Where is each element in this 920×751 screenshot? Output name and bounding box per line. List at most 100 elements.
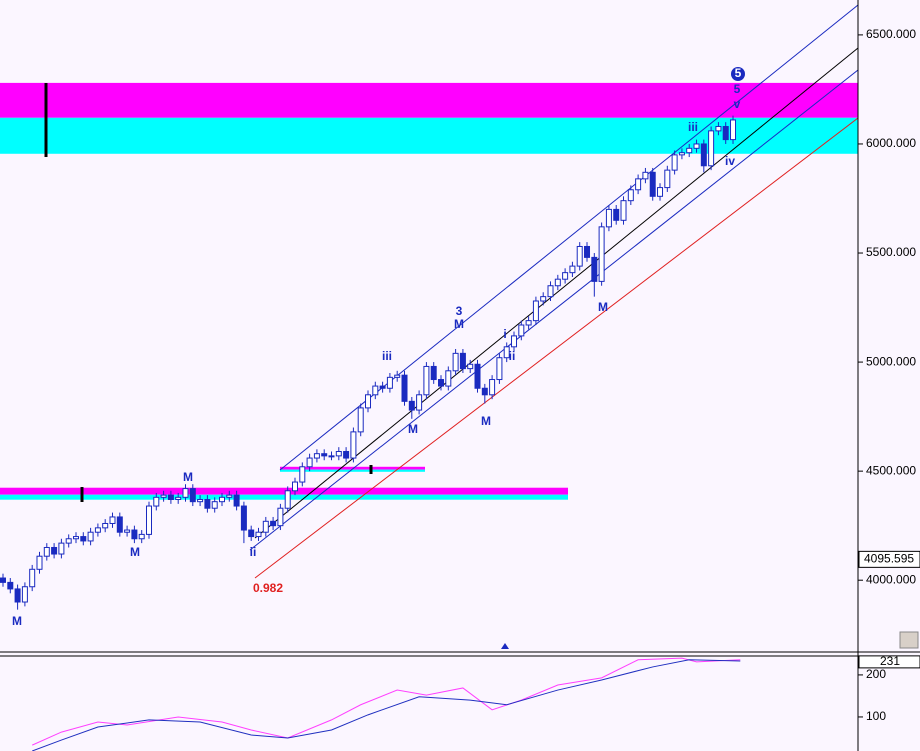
candle-body <box>678 152 685 156</box>
candle-body <box>131 529 138 540</box>
candle-body <box>58 542 65 555</box>
candle-body <box>496 357 503 381</box>
candle-body <box>306 457 313 468</box>
candle-body <box>167 494 174 500</box>
candle-body <box>102 522 109 529</box>
wave-label: M <box>12 614 22 628</box>
candle-body <box>416 394 423 411</box>
candle-body <box>649 171 656 197</box>
zone <box>280 466 425 470</box>
last-price: 4095.595 <box>864 552 914 566</box>
candle-body <box>657 187 664 197</box>
zone <box>0 487 568 495</box>
candle-body <box>189 488 196 503</box>
price-box <box>858 550 920 568</box>
wave-label: M <box>183 470 193 484</box>
candle-body <box>503 346 510 359</box>
candle-body <box>627 189 634 202</box>
candle-body <box>255 531 262 538</box>
candle-body <box>43 546 50 557</box>
y-tick-label: 100 <box>866 709 886 723</box>
scroll-marker <box>501 643 509 649</box>
candle-body <box>722 126 729 141</box>
wave-label: 5 <box>734 82 741 96</box>
candle-body <box>642 171 649 180</box>
candle-body <box>569 265 576 274</box>
candle-body <box>328 455 335 458</box>
trend-line <box>254 117 859 579</box>
candle-body <box>605 208 612 228</box>
candle-body <box>547 285 554 298</box>
candle-body <box>693 143 700 149</box>
candle-body <box>730 119 737 141</box>
candle-body <box>219 496 226 503</box>
wave-label: i <box>503 327 506 341</box>
candle-body <box>240 505 247 531</box>
candle-body <box>474 363 481 389</box>
candle-body <box>14 588 21 603</box>
indicator-line <box>32 659 741 751</box>
wave-label: M <box>130 545 140 559</box>
candle-body <box>386 376 393 389</box>
candle-body <box>525 320 532 326</box>
wave-label: 5 <box>735 66 742 80</box>
candle-body <box>292 481 299 492</box>
zone <box>0 82 858 118</box>
wave-label: ii <box>250 545 257 559</box>
candle-body <box>94 527 101 533</box>
candle-body <box>0 577 6 583</box>
candle-body <box>489 379 496 396</box>
candle-body <box>459 352 466 370</box>
candle-body <box>452 352 459 372</box>
candle-body <box>540 296 547 302</box>
candle-body <box>613 208 620 221</box>
y-tick-label: 4000.000 <box>866 572 916 586</box>
wave-label: M <box>481 414 491 428</box>
candle-body <box>365 394 372 409</box>
candle-body <box>671 154 678 171</box>
candle-body <box>138 533 145 540</box>
candle-body <box>708 130 715 167</box>
y-tick-label: 6500.000 <box>866 27 916 41</box>
candle-body <box>335 451 342 457</box>
wave-label: M <box>598 300 608 314</box>
candle-body <box>109 516 116 524</box>
wave-label: 3 <box>456 304 463 318</box>
y-tick-label: 5000.000 <box>866 354 916 368</box>
candle-body <box>686 147 693 154</box>
candle-body <box>36 555 43 570</box>
candle-body <box>357 407 364 433</box>
candle-body <box>277 507 284 527</box>
candle-body <box>153 496 160 507</box>
candle-body <box>197 498 204 503</box>
candle-body <box>430 365 437 381</box>
candle-body <box>299 466 306 483</box>
candle-body <box>145 505 152 535</box>
candle-body <box>284 490 291 509</box>
candle-body <box>379 385 386 389</box>
candle-body <box>182 488 189 498</box>
candle-body <box>7 581 14 590</box>
candle-body <box>226 494 233 498</box>
last-value: 231 <box>880 654 900 668</box>
channel-lower <box>249 69 859 551</box>
y-tick-label: 4500.000 <box>866 463 916 477</box>
candle-body <box>270 520 277 527</box>
candle-body <box>715 126 722 132</box>
wave-label: ii <box>509 349 516 363</box>
candle-body <box>343 451 350 459</box>
wave-label: iv <box>725 154 735 168</box>
candle-body <box>116 516 123 533</box>
wave-label: M <box>454 317 464 331</box>
candle-body <box>554 278 561 287</box>
candle-body <box>29 568 36 588</box>
candle-body <box>481 387 488 396</box>
scale-button[interactable] <box>899 631 919 649</box>
candle-body <box>248 529 255 538</box>
zone <box>0 117 858 154</box>
candle-body <box>620 200 627 221</box>
candle-body <box>518 324 525 337</box>
candle-body <box>372 385 379 396</box>
candle-body <box>350 431 357 459</box>
